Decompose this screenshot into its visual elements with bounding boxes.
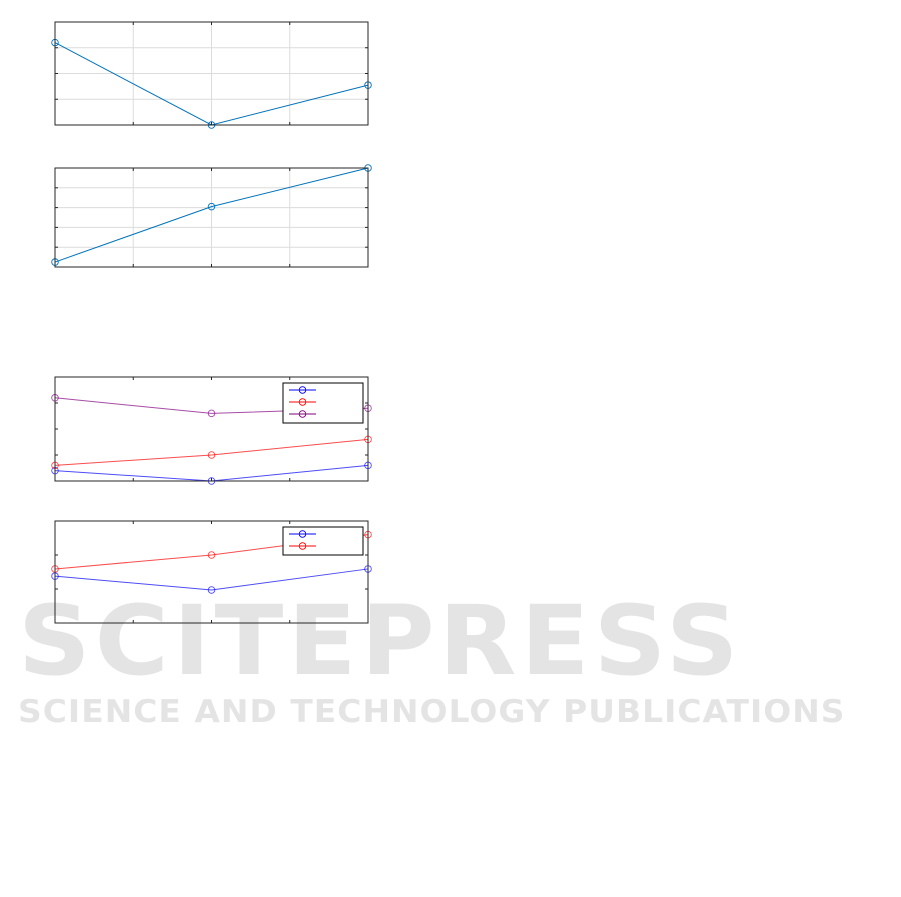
series-line-1 bbox=[54, 167, 369, 263]
legend-box bbox=[282, 526, 364, 556]
legend bbox=[282, 526, 364, 556]
data-point bbox=[207, 551, 216, 559]
legend-marker bbox=[298, 542, 307, 550]
legend-marker bbox=[298, 398, 307, 406]
data-point bbox=[207, 451, 216, 459]
axes-box bbox=[54, 520, 369, 624]
legend-marker bbox=[298, 386, 307, 394]
axes-box bbox=[54, 21, 369, 126]
axes-box bbox=[54, 376, 369, 482]
watermark-tagline: SCIENCE AND TECHNOLOGY PUBLICATIONS bbox=[18, 694, 846, 730]
data-point bbox=[207, 586, 216, 594]
data-point bbox=[207, 202, 216, 211]
chart-1 bbox=[51, 21, 372, 129]
data-point bbox=[207, 409, 216, 418]
axes-box bbox=[54, 167, 369, 268]
series-line-2 bbox=[54, 438, 369, 466]
legend-box bbox=[282, 382, 364, 424]
chart-2 bbox=[51, 164, 372, 268]
series-line-1 bbox=[54, 568, 369, 591]
legend-marker bbox=[298, 530, 307, 538]
legend-marker bbox=[298, 410, 307, 418]
legend bbox=[282, 382, 364, 424]
chart-4 bbox=[51, 520, 372, 624]
watermark-logo: SCITEPRESS bbox=[18, 585, 743, 697]
chart-3 bbox=[51, 376, 372, 485]
